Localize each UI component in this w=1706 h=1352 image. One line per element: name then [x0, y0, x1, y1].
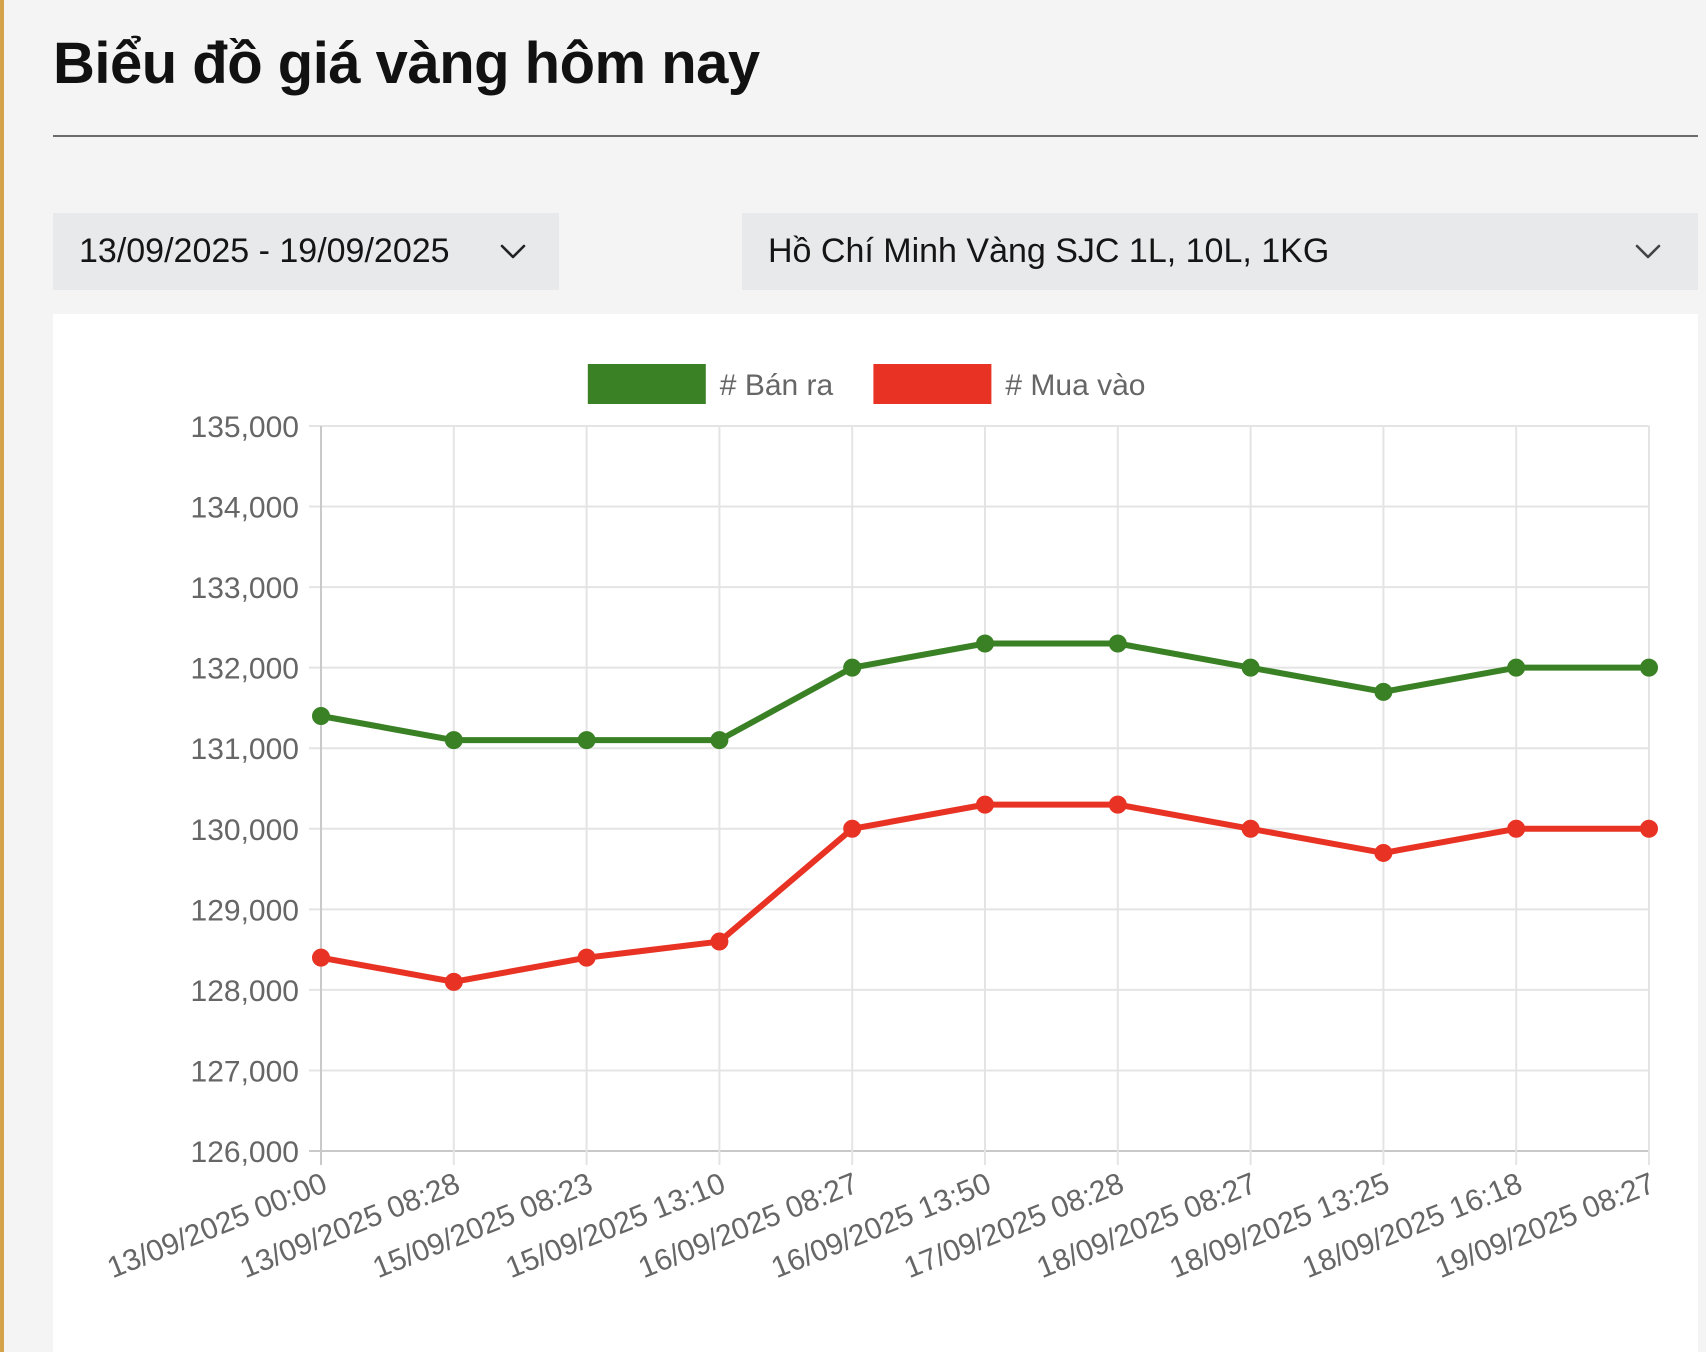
- x-tick-label: 18/09/2025 08:27: [1032, 1167, 1261, 1285]
- data-point: [710, 932, 729, 951]
- page-title: Biểu đồ giá vàng hôm nay: [53, 31, 760, 96]
- y-tick-label: 132,000: [191, 653, 299, 686]
- y-tick-label: 133,000: [191, 572, 299, 605]
- data-point: [1241, 658, 1260, 677]
- data-point: [444, 731, 463, 750]
- data-point: [1374, 843, 1393, 862]
- data-point: [1108, 795, 1127, 814]
- product-value: Hồ Chí Minh Vàng SJC 1L, 10L, 1KG: [768, 232, 1330, 270]
- y-tick-label: 134,000: [191, 492, 299, 525]
- data-point: [577, 731, 596, 750]
- data-point: [976, 795, 994, 814]
- data-point: [577, 948, 596, 967]
- price-line-chart: # Bán ra # Mua vào 126,000 127,000 128,000 12…: [103, 364, 1660, 1285]
- x-tick-label: 18/09/2025 16:18: [1298, 1167, 1527, 1285]
- x-tick-label: 13/09/2025 00:00: [103, 1167, 332, 1285]
- legend-swatch: [587, 364, 706, 404]
- y-tick-label: 127,000: [191, 1055, 299, 1088]
- x-tick-label: 19/09/2025 08:27: [1431, 1167, 1660, 1285]
- data-point: [710, 731, 729, 750]
- date-range-value: 13/09/2025 - 19/09/2025: [79, 232, 450, 270]
- legend-label: # Mua vào: [1005, 369, 1145, 402]
- chevron-down-icon: [500, 244, 526, 259]
- data-point: [843, 819, 862, 838]
- product-select[interactable]: Hồ Chí Minh Vàng SJC 1L, 10L, 1KG: [742, 213, 1698, 290]
- x-tick-label: 16/09/2025 13:50: [767, 1167, 996, 1285]
- chart-card: # Bán ra # Mua vào 126,000 127,000 128,000 12…: [53, 314, 1698, 1352]
- data-point: [1241, 819, 1260, 838]
- legend-swatch: [873, 364, 992, 404]
- x-tick-label: 16/09/2025 08:27: [634, 1167, 863, 1285]
- y-tick-label: 128,000: [191, 975, 299, 1008]
- title-divider: [53, 135, 1698, 137]
- y-tick-label: 126,000: [191, 1136, 299, 1169]
- y-tick-label: 131,000: [191, 733, 299, 766]
- date-range-select[interactable]: 13/09/2025 - 19/09/2025: [53, 213, 559, 290]
- x-tick-label: 17/09/2025 08:28: [900, 1167, 1129, 1285]
- data-point: [1374, 682, 1393, 701]
- y-tick-label: 129,000: [191, 894, 299, 927]
- data-point: [843, 658, 862, 677]
- x-tick-label: 15/09/2025 13:10: [501, 1167, 730, 1285]
- chevron-down-icon: [1635, 244, 1661, 259]
- y-tick-label: 130,000: [191, 814, 299, 847]
- data-point: [1640, 819, 1658, 838]
- y-tick-label: 135,000: [191, 411, 299, 444]
- left-accent-rule: [0, 0, 4, 1352]
- data-point: [1507, 658, 1526, 677]
- x-tick-label: 13/09/2025 08:28: [236, 1167, 465, 1285]
- data-point: [312, 948, 330, 967]
- data-point: [976, 634, 994, 653]
- data-point: [1640, 658, 1658, 677]
- data-point: [1507, 819, 1526, 838]
- x-tick-label: 18/09/2025 13:25: [1165, 1167, 1394, 1285]
- data-point: [312, 707, 330, 725]
- x-tick-label: 15/09/2025 08:23: [368, 1167, 597, 1285]
- data-point: [444, 972, 463, 991]
- legend-label: # Bán ra: [720, 369, 834, 402]
- data-point: [1108, 634, 1127, 653]
